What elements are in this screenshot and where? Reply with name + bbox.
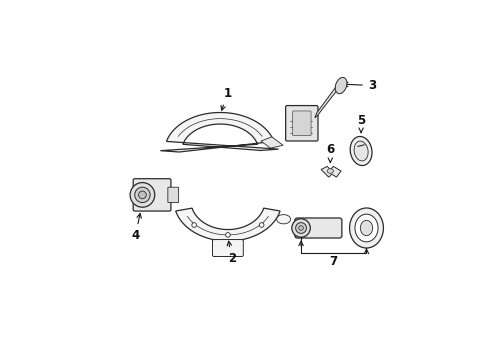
Circle shape xyxy=(298,226,303,230)
Ellipse shape xyxy=(354,214,377,242)
Polygon shape xyxy=(321,166,341,177)
Circle shape xyxy=(130,183,154,207)
Circle shape xyxy=(259,223,264,227)
Circle shape xyxy=(295,222,306,233)
FancyBboxPatch shape xyxy=(212,239,243,256)
Text: 2: 2 xyxy=(227,241,235,265)
Ellipse shape xyxy=(276,215,290,224)
Polygon shape xyxy=(314,84,339,118)
Polygon shape xyxy=(175,208,280,241)
Circle shape xyxy=(191,223,196,227)
Ellipse shape xyxy=(353,141,367,161)
Ellipse shape xyxy=(326,169,333,173)
FancyBboxPatch shape xyxy=(133,179,171,211)
FancyBboxPatch shape xyxy=(294,218,341,238)
FancyBboxPatch shape xyxy=(292,111,310,136)
Text: 1: 1 xyxy=(221,87,231,110)
FancyBboxPatch shape xyxy=(167,187,178,203)
Polygon shape xyxy=(160,113,278,152)
FancyBboxPatch shape xyxy=(285,105,317,141)
Ellipse shape xyxy=(349,208,383,248)
Circle shape xyxy=(138,191,146,199)
Polygon shape xyxy=(261,137,283,148)
Text: 3: 3 xyxy=(343,79,375,92)
Text: 7: 7 xyxy=(329,255,337,269)
Circle shape xyxy=(225,233,230,237)
Text: 4: 4 xyxy=(131,213,141,242)
Ellipse shape xyxy=(349,136,371,166)
Ellipse shape xyxy=(335,77,346,94)
Circle shape xyxy=(135,187,150,203)
Circle shape xyxy=(291,219,310,237)
Text: 5: 5 xyxy=(356,114,365,132)
Text: 6: 6 xyxy=(325,143,334,162)
Ellipse shape xyxy=(360,220,372,236)
